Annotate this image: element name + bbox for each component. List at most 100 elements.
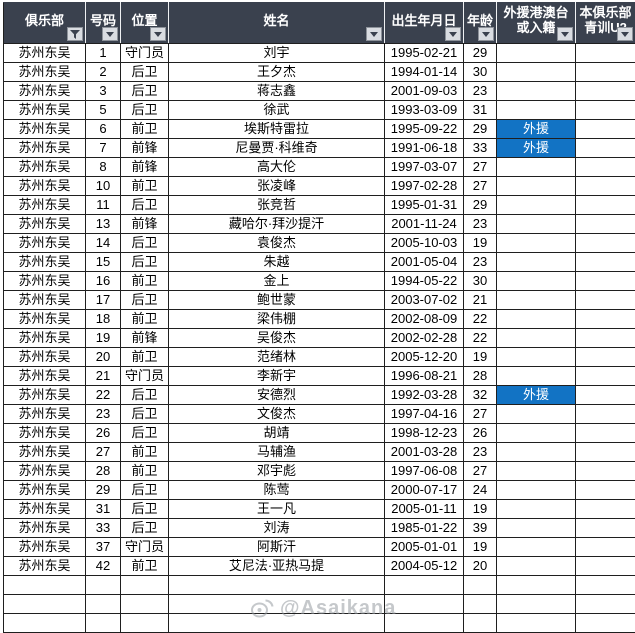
cell-foreign[interactable] (497, 196, 576, 215)
cell-foreign[interactable] (497, 253, 576, 272)
cell-foreign[interactable] (497, 519, 576, 538)
column-header-age[interactable]: 年龄 (464, 3, 497, 44)
cell-foreign[interactable] (497, 481, 576, 500)
cell-dob[interactable]: 2002-08-09 (385, 310, 464, 329)
cell-foreign[interactable] (497, 557, 576, 576)
cell-number[interactable]: 8 (86, 158, 121, 177)
cell-foreign[interactable] (497, 82, 576, 101)
cell-dob[interactable]: 1995-01-31 (385, 196, 464, 215)
cell-age[interactable]: 27 (464, 158, 497, 177)
cell-dob[interactable]: 1997-02-28 (385, 177, 464, 196)
cell-position[interactable]: 后卫 (121, 481, 169, 500)
cell-age[interactable]: 26 (464, 424, 497, 443)
cell-position[interactable]: 前锋 (121, 329, 169, 348)
filter-dropdown-button[interactable] (557, 27, 573, 41)
filter-dropdown-button[interactable] (366, 27, 382, 41)
cell-age[interactable]: 28 (464, 367, 497, 386)
cell-youth[interactable] (576, 120, 635, 139)
cell-foreign[interactable] (497, 462, 576, 481)
cell-dob[interactable]: 1993-03-09 (385, 101, 464, 120)
cell-number[interactable]: 20 (86, 348, 121, 367)
cell-name[interactable]: 马辅渔 (169, 443, 385, 462)
cell-age[interactable]: 22 (464, 310, 497, 329)
cell-club[interactable]: 苏州东吴 (4, 519, 86, 538)
cell-number[interactable]: 23 (86, 405, 121, 424)
cell-number[interactable]: 18 (86, 310, 121, 329)
cell-youth[interactable] (576, 196, 635, 215)
cell-age[interactable]: 23 (464, 215, 497, 234)
cell-club[interactable]: 苏州东吴 (4, 557, 86, 576)
cell-position[interactable]: 前卫 (121, 177, 169, 196)
cell-youth[interactable] (576, 386, 635, 405)
cell-club[interactable]: 苏州东吴 (4, 386, 86, 405)
cell-club[interactable]: 苏州东吴 (4, 424, 86, 443)
cell-dob[interactable]: 2001-09-03 (385, 82, 464, 101)
cell-foreign[interactable] (497, 348, 576, 367)
cell-club[interactable]: 苏州东吴 (4, 291, 86, 310)
cell-name[interactable]: 高大伦 (169, 158, 385, 177)
cell-age[interactable]: 21 (464, 291, 497, 310)
cell-dob[interactable]: 1994-01-14 (385, 63, 464, 82)
cell-name[interactable]: 蒋志鑫 (169, 82, 385, 101)
cell-name[interactable]: 邓宇彪 (169, 462, 385, 481)
empty-cell[interactable] (464, 576, 497, 595)
cell-foreign[interactable] (497, 177, 576, 196)
cell-club[interactable]: 苏州东吴 (4, 82, 86, 101)
cell-foreign[interactable]: 外援 (497, 386, 576, 405)
cell-youth[interactable] (576, 177, 635, 196)
cell-dob[interactable]: 2004-05-12 (385, 557, 464, 576)
cell-dob[interactable]: 1985-01-22 (385, 519, 464, 538)
cell-dob[interactable]: 1995-02-21 (385, 44, 464, 63)
filter-dropdown-button[interactable] (617, 27, 633, 41)
cell-youth[interactable] (576, 215, 635, 234)
empty-cell[interactable] (497, 595, 576, 614)
cell-youth[interactable] (576, 310, 635, 329)
cell-number[interactable]: 3 (86, 82, 121, 101)
cell-foreign[interactable] (497, 215, 576, 234)
cell-number[interactable]: 33 (86, 519, 121, 538)
empty-cell[interactable] (121, 576, 169, 595)
cell-youth[interactable] (576, 291, 635, 310)
cell-number[interactable]: 5 (86, 101, 121, 120)
cell-dob[interactable]: 2005-01-11 (385, 500, 464, 519)
empty-cell[interactable] (464, 595, 497, 614)
cell-number[interactable]: 16 (86, 272, 121, 291)
column-header-foreign[interactable]: 外援港澳台或入籍 (497, 3, 576, 44)
cell-age[interactable]: 19 (464, 234, 497, 253)
cell-foreign[interactable] (497, 310, 576, 329)
cell-youth[interactable] (576, 405, 635, 424)
cell-age[interactable]: 19 (464, 538, 497, 557)
empty-cell[interactable] (169, 614, 385, 633)
cell-name[interactable]: 胡靖 (169, 424, 385, 443)
cell-position[interactable]: 前锋 (121, 158, 169, 177)
cell-foreign[interactable] (497, 291, 576, 310)
cell-foreign[interactable] (497, 272, 576, 291)
cell-club[interactable]: 苏州东吴 (4, 329, 86, 348)
cell-dob[interactable]: 1996-08-21 (385, 367, 464, 386)
cell-foreign[interactable]: 外援 (497, 139, 576, 158)
cell-name[interactable]: 王一凡 (169, 500, 385, 519)
cell-position[interactable]: 后卫 (121, 253, 169, 272)
cell-position[interactable]: 后卫 (121, 500, 169, 519)
cell-position[interactable]: 后卫 (121, 386, 169, 405)
cell-number[interactable]: 11 (86, 196, 121, 215)
cell-club[interactable]: 苏州东吴 (4, 481, 86, 500)
cell-position[interactable]: 前卫 (121, 462, 169, 481)
cell-position[interactable]: 前卫 (121, 557, 169, 576)
cell-youth[interactable] (576, 82, 635, 101)
cell-foreign[interactable] (497, 538, 576, 557)
cell-number[interactable]: 28 (86, 462, 121, 481)
cell-position[interactable]: 前卫 (121, 443, 169, 462)
cell-dob[interactable]: 1995-09-22 (385, 120, 464, 139)
cell-foreign[interactable]: 外援 (497, 120, 576, 139)
cell-foreign[interactable] (497, 405, 576, 424)
cell-club[interactable]: 苏州东吴 (4, 367, 86, 386)
filter-dropdown-button[interactable] (478, 27, 494, 41)
cell-dob[interactable]: 1998-12-23 (385, 424, 464, 443)
cell-club[interactable]: 苏州东吴 (4, 158, 86, 177)
cell-name[interactable]: 文俊杰 (169, 405, 385, 424)
cell-name[interactable]: 藏哈尔·拜沙提汗 (169, 215, 385, 234)
cell-number[interactable]: 19 (86, 329, 121, 348)
cell-name[interactable]: 徐武 (169, 101, 385, 120)
cell-name[interactable]: 吴俊杰 (169, 329, 385, 348)
